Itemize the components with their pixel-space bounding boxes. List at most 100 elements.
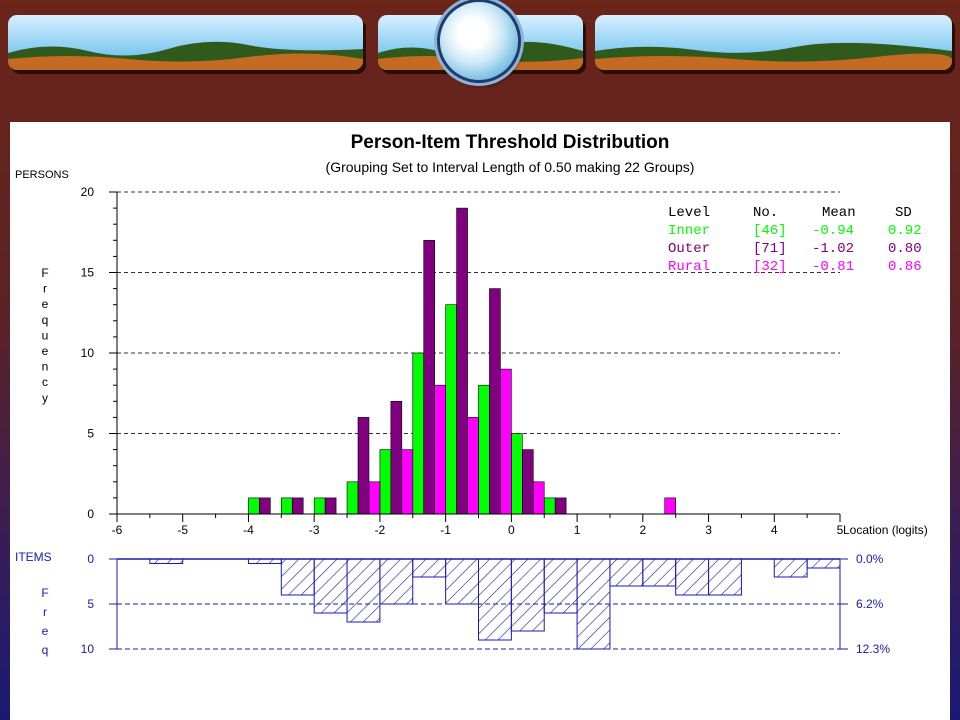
items-ytick-0: 0 [87, 552, 94, 566]
crystal-orb-logo [440, 2, 518, 80]
legend-level: Inner [668, 223, 710, 239]
ylabel-letter-e: e [42, 297, 49, 311]
ylabel-letter-u: u [42, 328, 49, 342]
items-ylabel-letter-e: e [42, 624, 49, 638]
item-bar [806, 558, 841, 569]
item-bar [609, 558, 644, 587]
ylabel-letter-y: y [42, 391, 48, 405]
legend-n: [32] [753, 259, 787, 275]
bar-outer [554, 497, 567, 515]
bar-outer [456, 207, 468, 515]
items-pct-1: 6.2% [856, 597, 884, 611]
items-ytick-5: 5 [87, 597, 94, 611]
person-item-chart: Person-Item Threshold Distribution (Group… [15, 132, 928, 657]
xtick--2: -2 [375, 523, 386, 537]
bar-outer [390, 400, 403, 515]
legend-header: SD [895, 205, 912, 221]
chart-title: Person-Item Threshold Distribution [351, 132, 670, 153]
bar-outer [291, 497, 304, 515]
items-ylabel-letter-r: r [43, 605, 47, 619]
legend-level: Outer [668, 241, 710, 257]
xtick--4: -4 [243, 523, 254, 537]
bar-outer [522, 449, 534, 515]
header-banner-left [8, 15, 363, 70]
bar-inner [478, 384, 490, 515]
bar-rural [500, 368, 512, 515]
ylabel-letter-n: n [42, 360, 49, 374]
item-bar [445, 558, 479, 605]
xtick--6: -6 [112, 523, 123, 537]
item-bar [773, 558, 808, 578]
item-bar [576, 558, 611, 650]
item-bar [478, 558, 512, 641]
items-pct-2: 12.3% [856, 642, 890, 656]
item-bar [280, 558, 315, 596]
xtick--1: -1 [440, 523, 451, 537]
xlabel: Location (logits) [843, 523, 928, 537]
ytick-5: 5 [87, 427, 94, 441]
bar-inner [379, 449, 392, 515]
bar-rural [467, 417, 479, 515]
item-bar [346, 558, 381, 623]
chart-subtitle: (Grouping Set to Interval Length of 0.50… [326, 159, 695, 175]
ytick-15: 15 [81, 266, 95, 280]
xtick-4: 4 [771, 523, 778, 537]
legend-mean: -1.02 [812, 241, 854, 257]
legend-sd: 0.80 [888, 241, 922, 257]
legend-n: [71] [753, 241, 787, 257]
legend-header: Mean [822, 205, 856, 221]
legend-mean: -0.94 [812, 223, 854, 239]
bar-outer [489, 288, 501, 515]
xtick--3: -3 [309, 523, 320, 537]
legend-header: No. [753, 205, 778, 221]
item-bar [543, 558, 578, 614]
ylabel-letter-c: c [42, 375, 48, 389]
items-ylabel-letter-q: q [42, 643, 49, 657]
xtick-1: 1 [574, 523, 581, 537]
bar-inner [412, 352, 425, 515]
items-ylabel-letter-F: F [41, 586, 48, 600]
bar-outer [423, 240, 435, 515]
xtick-2: 2 [639, 523, 646, 537]
ytick-20: 20 [81, 185, 95, 199]
item-bar [642, 558, 677, 587]
bar-rural [664, 497, 676, 515]
persons-label: PERSONS [15, 169, 69, 181]
item-bar [675, 558, 710, 596]
legend-sd: 0.92 [888, 223, 922, 239]
ytick-10: 10 [81, 346, 95, 360]
bar-outer [357, 417, 370, 515]
bar-inner [511, 433, 523, 515]
ylabel-letter-r: r [43, 282, 47, 296]
items-ytick-10: 10 [81, 642, 95, 656]
xtick-0: 0 [508, 523, 515, 537]
legend-n: [46] [753, 223, 787, 239]
item-bar [313, 558, 348, 614]
item-bar [510, 558, 545, 632]
bar-inner [281, 497, 293, 515]
bar-inner [248, 497, 260, 515]
bar-inner [346, 481, 359, 515]
item-bar [379, 558, 414, 605]
bar-outer [324, 497, 337, 515]
ylabel-letter-F: F [41, 266, 48, 280]
bar-rural [401, 449, 414, 515]
legend-header: Level [668, 205, 710, 221]
bar-inner [445, 304, 457, 515]
bar-rural [368, 481, 381, 515]
ylabel-letter-e: e [42, 344, 49, 358]
bar-inner [313, 497, 326, 515]
legend-mean: -0.81 [812, 259, 854, 275]
item-bar [412, 558, 447, 578]
items-label: ITEMS [15, 550, 52, 564]
bar-rural [434, 384, 446, 515]
xtick--5: -5 [177, 523, 188, 537]
ytick-0: 0 [87, 507, 94, 521]
chart-panel: Person-Item Threshold Distribution (Group… [10, 122, 950, 720]
xtick-3: 3 [705, 523, 712, 537]
items-pct-0: 0.0% [856, 552, 884, 566]
legend-sd: 0.86 [888, 259, 922, 275]
xtick-5: 5 [837, 523, 844, 537]
item-bar [708, 558, 742, 596]
bar-rural [532, 481, 545, 515]
